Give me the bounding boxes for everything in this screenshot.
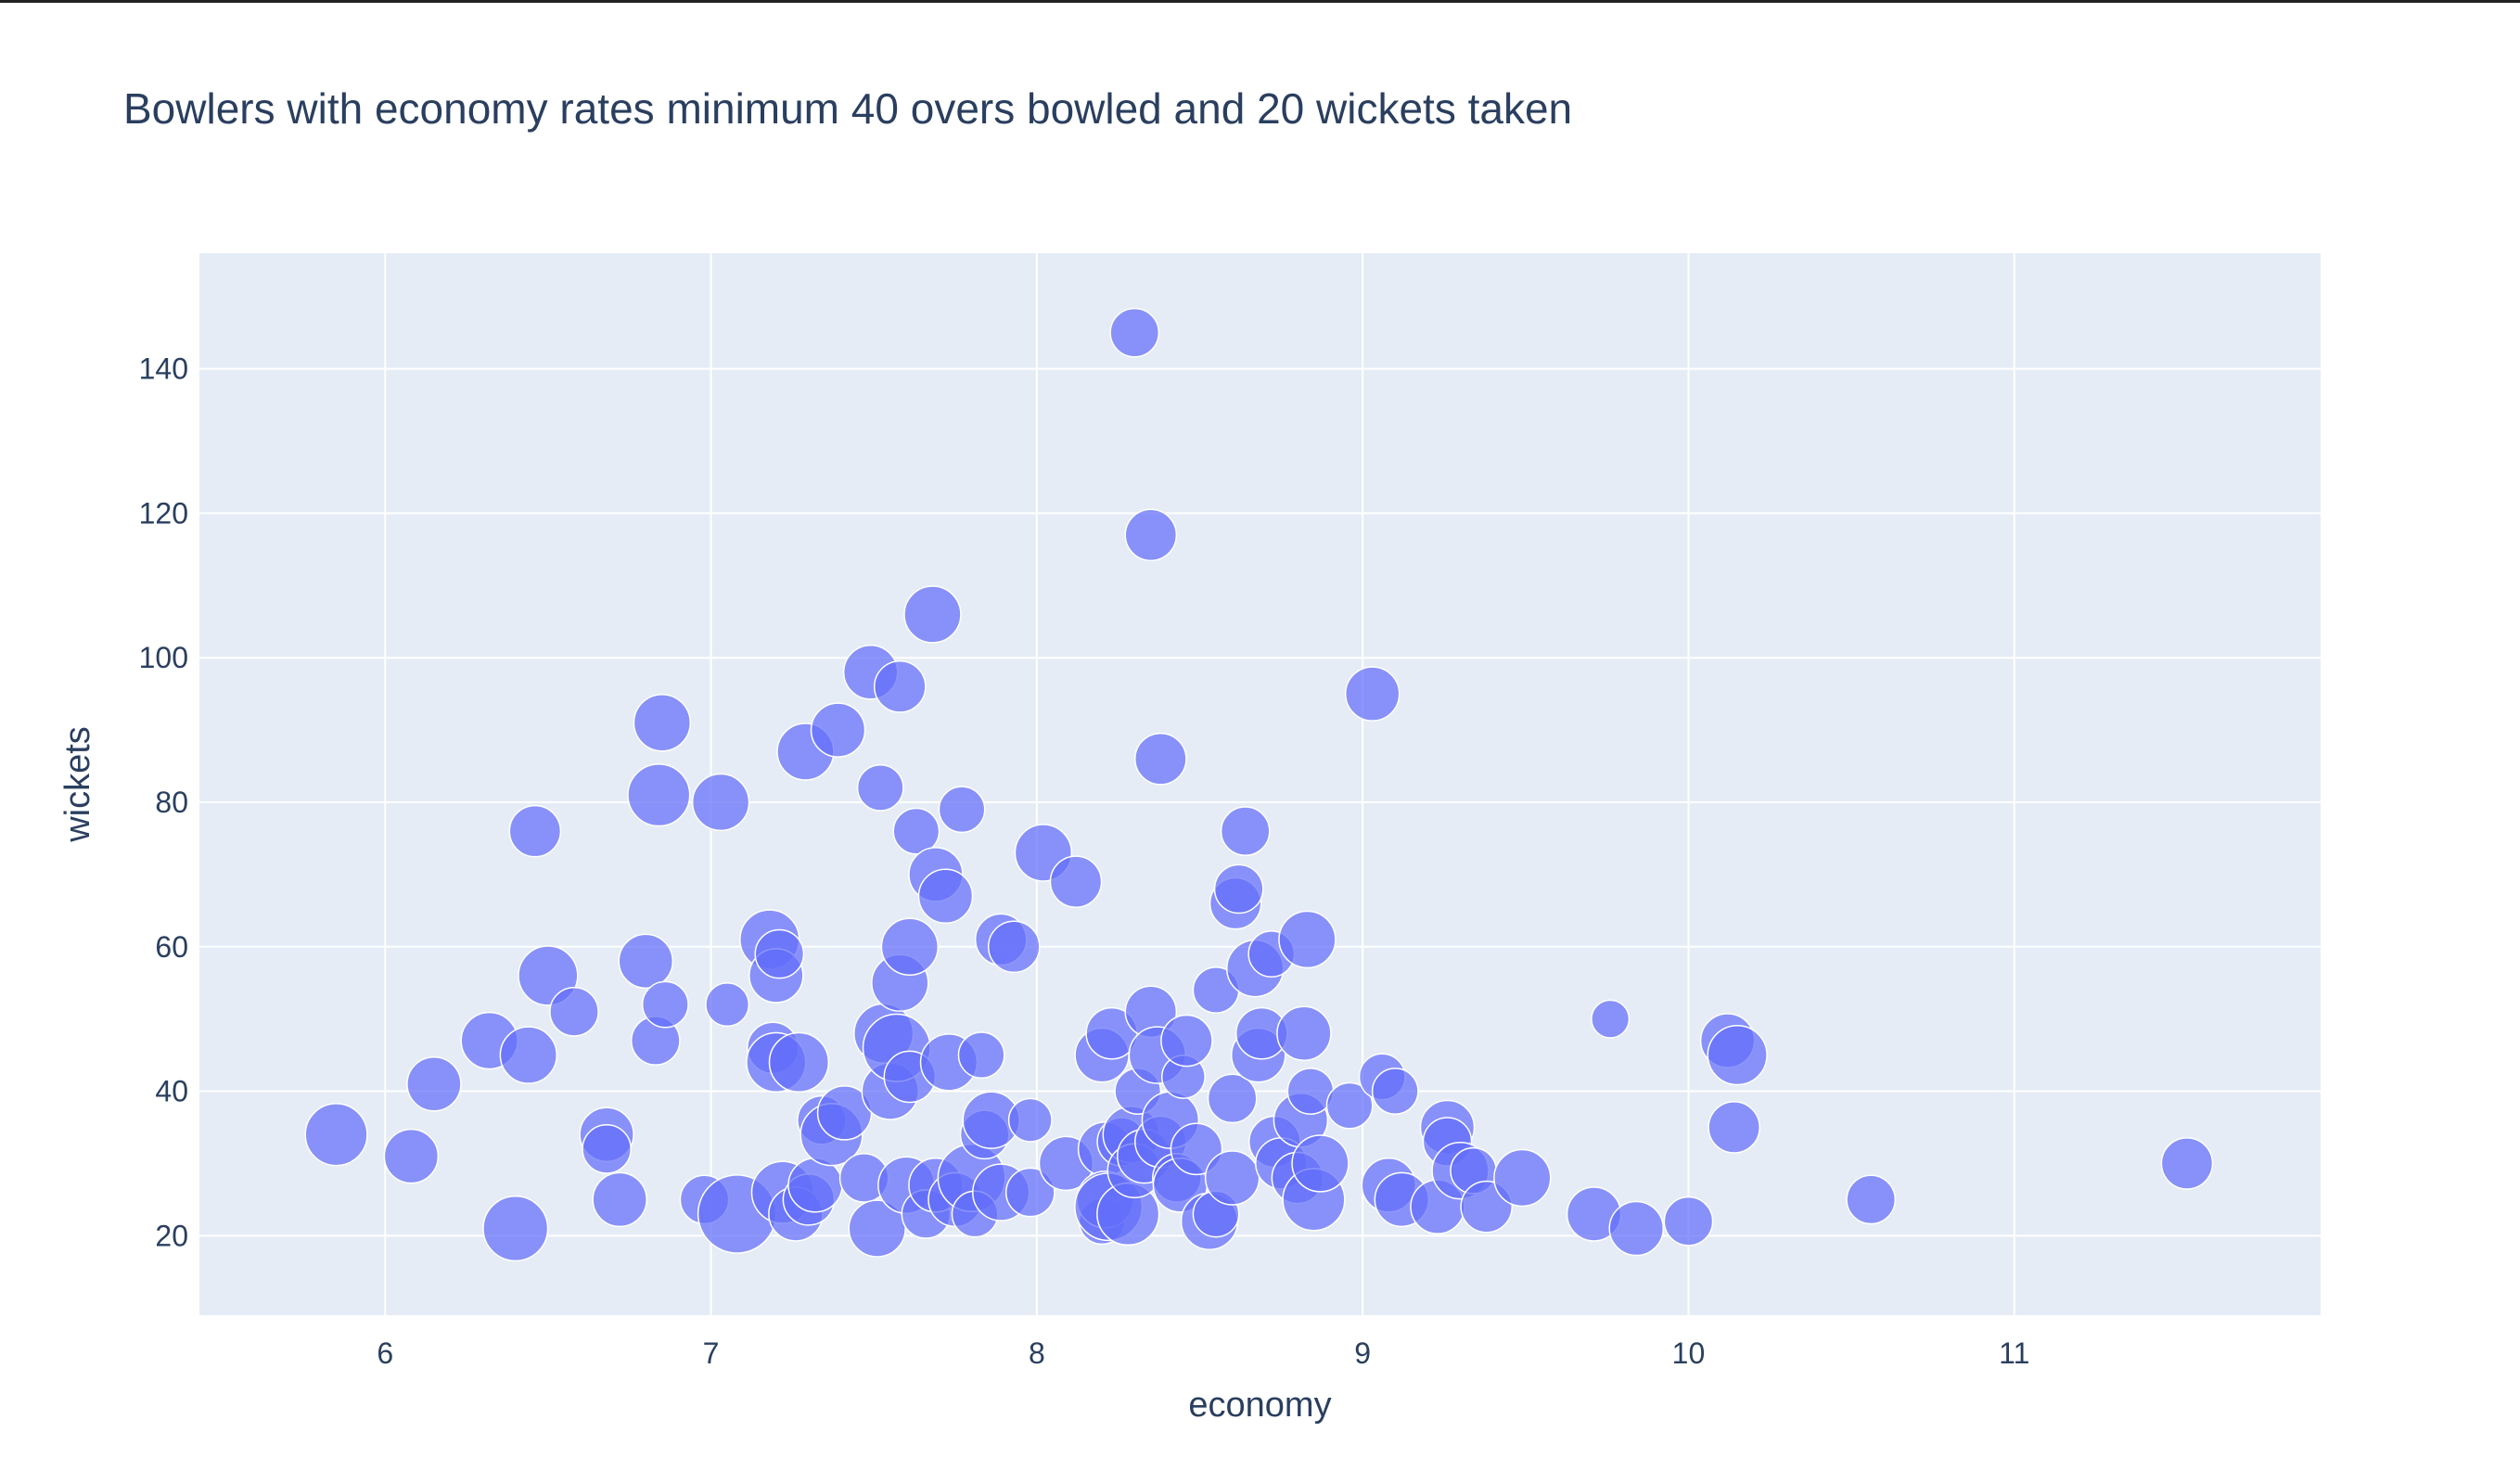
data-point[interactable]	[1134, 732, 1187, 786]
data-point[interactable]	[1707, 1024, 1768, 1086]
data-point[interactable]	[2160, 1137, 2214, 1190]
data-point[interactable]	[938, 786, 986, 834]
y-tick-label: 140	[139, 352, 188, 386]
data-point[interactable]	[957, 1031, 1005, 1079]
data-point[interactable]	[508, 804, 562, 858]
x-tick-label: 6	[377, 1336, 393, 1370]
data-point[interactable]	[582, 1124, 632, 1174]
y-axis-label: wickets	[58, 726, 97, 843]
data-point[interactable]	[1325, 1081, 1374, 1130]
data-point[interactable]	[383, 1128, 440, 1184]
data-point[interactable]	[691, 773, 750, 832]
y-tick-labels: 20 40 60 80 100 120 140	[139, 352, 188, 1253]
data-point[interactable]	[1207, 1073, 1258, 1124]
data-point[interactable]	[705, 982, 750, 1028]
x-axis-label: economy	[1188, 1386, 1331, 1425]
data-point[interactable]	[848, 1199, 906, 1258]
data-point[interactable]	[499, 1026, 558, 1084]
data-point[interactable]	[987, 920, 1041, 974]
x-tick-label: 10	[1672, 1336, 1706, 1370]
data-point[interactable]	[1493, 1148, 1552, 1208]
data-point[interactable]	[1591, 999, 1631, 1039]
top-border-line	[0, 0, 2520, 3]
data-point[interactable]	[1213, 863, 1264, 914]
data-point[interactable]	[1007, 1097, 1053, 1143]
data-point[interactable]	[874, 660, 927, 713]
data-point[interactable]	[1278, 910, 1337, 969]
data-point[interactable]	[1344, 666, 1401, 722]
data-point[interactable]	[304, 1103, 368, 1167]
y-tick-label: 40	[155, 1075, 188, 1108]
data-point[interactable]	[880, 917, 940, 976]
data-point[interactable]	[1371, 1068, 1419, 1115]
data-point[interactable]	[754, 928, 805, 979]
x-tick-label: 9	[1354, 1336, 1371, 1370]
y-tick-label: 60	[155, 930, 188, 964]
chart-title: Bowlers with economy rates minimum 40 ov…	[123, 84, 1573, 133]
data-point[interactable]	[406, 1055, 462, 1112]
data-point[interactable]	[1204, 1150, 1260, 1206]
data-point[interactable]	[1608, 1200, 1665, 1257]
data-point[interactable]	[1109, 307, 1160, 358]
data-point[interactable]	[1049, 855, 1103, 908]
y-tick-label: 20	[155, 1219, 188, 1252]
data-point[interactable]	[633, 694, 692, 752]
data-point[interactable]	[1160, 1014, 1213, 1068]
data-point[interactable]	[641, 980, 689, 1029]
data-point[interactable]	[618, 933, 674, 990]
data-point[interactable]	[856, 763, 904, 812]
data-points	[304, 307, 2214, 1262]
data-point[interactable]	[917, 868, 974, 924]
y-tick-label: 80	[155, 786, 188, 819]
data-point[interactable]	[1291, 1134, 1350, 1193]
x-tick-labels: 6 7 8 9 10 11	[377, 1336, 2029, 1370]
data-point[interactable]	[787, 1157, 843, 1213]
data-point[interactable]	[1663, 1196, 1714, 1247]
x-tick-label: 11	[1999, 1336, 2029, 1370]
data-point[interactable]	[1276, 1005, 1332, 1061]
data-point[interactable]	[1220, 806, 1271, 856]
data-point[interactable]	[810, 702, 866, 758]
x-tick-label: 8	[1029, 1336, 1045, 1370]
y-tick-label: 100	[139, 641, 188, 674]
data-point[interactable]	[1004, 1167, 1055, 1218]
data-point[interactable]	[592, 1171, 647, 1228]
data-point[interactable]	[903, 585, 962, 644]
data-point[interactable]	[1170, 1122, 1223, 1176]
data-point[interactable]	[768, 1031, 830, 1094]
data-point[interactable]	[482, 1195, 549, 1262]
data-point[interactable]	[892, 807, 940, 855]
data-point[interactable]	[549, 987, 599, 1037]
data-point[interactable]	[627, 763, 691, 827]
data-point[interactable]	[1708, 1101, 1760, 1154]
data-point[interactable]	[1124, 508, 1178, 562]
data-point[interactable]	[1846, 1174, 1897, 1225]
x-tick-label: 7	[703, 1336, 720, 1370]
y-tick-label: 120	[139, 496, 188, 530]
